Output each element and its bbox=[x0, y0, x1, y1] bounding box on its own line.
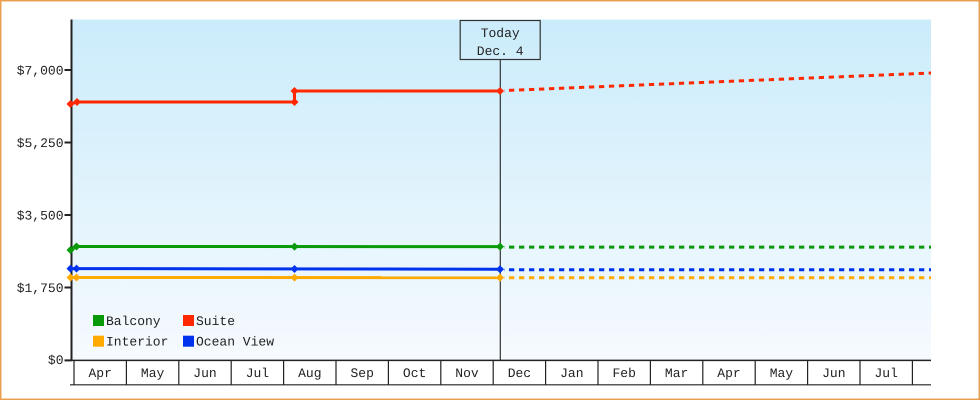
svg-text:Nov: Nov bbox=[455, 366, 479, 381]
svg-text:May: May bbox=[770, 366, 794, 381]
svg-text:Jan: Jan bbox=[560, 366, 583, 381]
svg-text:Jul: Jul bbox=[874, 366, 898, 381]
svg-text:Interior: Interior bbox=[106, 335, 168, 350]
svg-text:$0: $0 bbox=[48, 353, 64, 368]
svg-text:Feb: Feb bbox=[612, 366, 635, 381]
svg-text:Ocean View: Ocean View bbox=[196, 335, 274, 350]
svg-text:$5,250: $5,250 bbox=[17, 136, 64, 151]
svg-text:Jun: Jun bbox=[822, 366, 845, 381]
svg-text:Balcony: Balcony bbox=[106, 314, 161, 329]
svg-text:Dec: Dec bbox=[508, 366, 531, 381]
svg-text:$1,750: $1,750 bbox=[17, 281, 64, 296]
svg-text:Dec. 4: Dec. 4 bbox=[477, 44, 524, 59]
svg-text:$3,500: $3,500 bbox=[17, 209, 64, 224]
svg-text:Suite: Suite bbox=[196, 314, 235, 329]
svg-text:May: May bbox=[141, 366, 165, 381]
svg-text:Aug: Aug bbox=[298, 366, 321, 381]
svg-text:Oct: Oct bbox=[403, 366, 426, 381]
svg-text:Sep: Sep bbox=[350, 366, 373, 381]
svg-text:$7,000: $7,000 bbox=[17, 64, 64, 79]
svg-text:Jul: Jul bbox=[246, 366, 270, 381]
svg-text:Apr: Apr bbox=[88, 366, 111, 381]
svg-text:Mar: Mar bbox=[665, 366, 688, 381]
svg-text:Apr: Apr bbox=[717, 366, 740, 381]
svg-text:Jun: Jun bbox=[193, 366, 216, 381]
svg-text:Today: Today bbox=[481, 26, 520, 41]
